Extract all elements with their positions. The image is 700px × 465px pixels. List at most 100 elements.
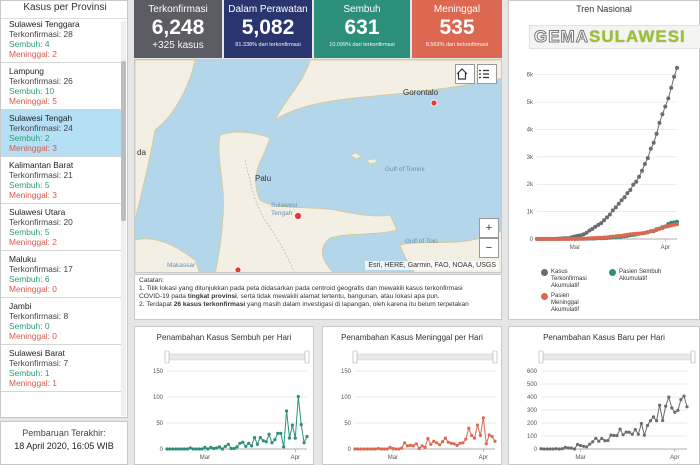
data-point[interactable] — [593, 224, 598, 229]
data-point[interactable] — [658, 403, 662, 407]
data-point[interactable] — [631, 232, 636, 236]
data-point[interactable] — [672, 74, 677, 79]
data-point[interactable] — [569, 446, 573, 450]
data-point[interactable] — [293, 436, 297, 440]
data-point[interactable] — [168, 447, 172, 451]
data-point[interactable] — [252, 436, 257, 440]
data-point[interactable] — [191, 447, 195, 451]
data-point[interactable] — [229, 446, 233, 451]
data-point[interactable] — [299, 423, 303, 427]
data-point[interactable] — [666, 96, 671, 101]
data-point[interactable] — [663, 224, 668, 229]
data-point[interactable] — [258, 436, 262, 440]
data-point[interactable] — [675, 65, 679, 70]
province-item[interactable]: Sulawesi Tengah Terkonfirmasi: 24 Sembuh: … — [1, 110, 123, 157]
data-point[interactable] — [235, 445, 239, 449]
data-point[interactable] — [578, 443, 583, 448]
data-point[interactable] — [449, 441, 453, 445]
data-point[interactable] — [622, 195, 627, 200]
data-point[interactable] — [661, 418, 665, 423]
data-point[interactable] — [575, 442, 580, 447]
province-item[interactable]: Sulawesi Tenggara Terkonfirmasi: 28 Sembuh… — [1, 16, 123, 63]
map-view[interactable]: Gorontalo Palu Gulf of Tomini Gulf of To… — [134, 59, 502, 273]
data-point[interactable] — [250, 444, 254, 448]
data-point[interactable] — [305, 434, 309, 439]
data-point[interactable] — [619, 198, 624, 203]
range-slider-handle-left[interactable] — [538, 350, 544, 364]
data-point[interactable] — [232, 446, 236, 451]
data-point[interactable] — [581, 236, 586, 241]
data-point[interactable] — [625, 191, 630, 196]
data-point[interactable] — [605, 215, 609, 220]
data-point[interactable] — [555, 237, 560, 241]
data-point[interactable] — [572, 447, 577, 451]
data-point[interactable] — [440, 440, 445, 444]
data-point[interactable] — [575, 233, 580, 238]
data-point[interactable] — [667, 395, 671, 399]
data-point[interactable] — [648, 419, 653, 423]
data-point[interactable] — [560, 447, 564, 451]
data-point[interactable] — [487, 433, 491, 437]
data-point[interactable] — [558, 237, 563, 241]
data-point[interactable] — [282, 445, 286, 449]
data-point[interactable] — [603, 439, 607, 443]
data-point[interactable] — [379, 447, 383, 451]
data-point[interactable] — [353, 447, 357, 451]
data-point[interactable] — [165, 447, 169, 451]
data-point[interactable] — [578, 236, 583, 241]
data-point[interactable] — [648, 146, 653, 151]
data-point[interactable] — [628, 232, 633, 237]
data-point[interactable] — [591, 440, 595, 444]
data-point[interactable] — [255, 442, 259, 446]
data-point[interactable] — [359, 447, 363, 451]
data-point[interactable] — [616, 233, 621, 238]
data-point[interactable] — [493, 439, 497, 443]
data-point[interactable] — [634, 231, 639, 236]
data-point[interactable] — [405, 444, 410, 448]
data-point[interactable] — [549, 237, 554, 241]
data-point[interactable] — [627, 430, 631, 434]
data-point[interactable] — [290, 423, 294, 427]
data-point[interactable] — [645, 423, 650, 428]
range-slider-handle-right[interactable] — [492, 350, 498, 364]
data-point[interactable] — [212, 446, 216, 451]
zoom-out-button[interactable]: − — [479, 238, 499, 258]
data-point[interactable] — [607, 212, 612, 217]
province-item[interactable]: Maluku Terkonfirmasi: 17 Sembuh: 6 Meningga… — [1, 251, 123, 298]
data-point[interactable] — [633, 428, 637, 432]
home-button[interactable] — [455, 64, 475, 84]
data-point[interactable] — [197, 447, 201, 451]
data-point[interactable] — [594, 436, 598, 440]
data-point[interactable] — [368, 447, 372, 451]
data-point[interactable] — [645, 156, 650, 161]
data-point[interactable] — [365, 447, 369, 451]
data-point[interactable] — [174, 447, 178, 451]
data-point[interactable] — [542, 447, 546, 451]
range-slider-track[interactable] — [166, 353, 308, 361]
data-point[interactable] — [391, 446, 395, 451]
data-point[interactable] — [182, 447, 187, 451]
data-point[interactable] — [443, 436, 447, 440]
data-point[interactable] — [373, 447, 377, 451]
data-point[interactable] — [670, 406, 674, 410]
chart-meninggal[interactable]: 0 50 100 150 Mar Apr — [323, 327, 501, 464]
data-point[interactable] — [362, 447, 366, 451]
data-point[interactable] — [545, 447, 549, 451]
data-point[interactable] — [582, 444, 586, 448]
data-point[interactable] — [481, 416, 485, 420]
data-point[interactable] — [537, 237, 542, 241]
data-point[interactable] — [370, 447, 375, 451]
data-point[interactable] — [675, 222, 679, 227]
province-item[interactable]: Sulawesi Utara Terkonfirmasi: 20 Sembuh: 5… — [1, 204, 123, 251]
province-list[interactable]: Sembuh: 9Meninggal: 4Sulawesi TenggaraTe… — [1, 1, 123, 392]
data-point[interactable] — [177, 447, 181, 451]
data-point[interactable] — [220, 447, 224, 451]
province-list-scroll-thumb[interactable] — [121, 61, 126, 221]
data-point[interactable] — [490, 434, 494, 439]
data-point[interactable] — [628, 188, 633, 192]
data-point[interactable] — [423, 445, 427, 449]
data-point[interactable] — [621, 433, 625, 437]
data-point[interactable] — [273, 438, 277, 442]
data-point[interactable] — [602, 235, 607, 240]
data-point[interactable] — [554, 447, 558, 451]
